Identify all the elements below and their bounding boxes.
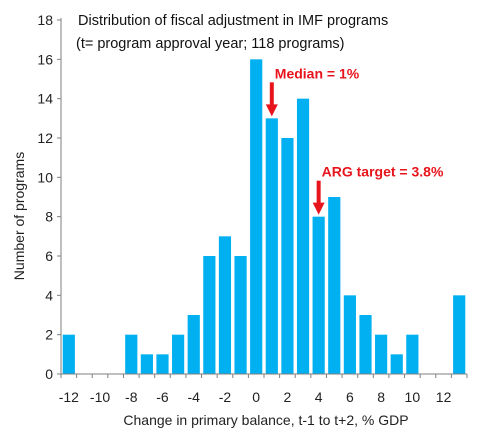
bar--2 [218,236,232,374]
chart-subtitle: (t= program approval year; 118 programs) [76,36,345,52]
x-tick-label: 8 [377,389,385,405]
x-tick-label: -10 [90,389,110,405]
bar-3 [296,98,310,375]
y-ticks-group: 0 2 4 6 8 10 12 14 16 18 [37,12,61,382]
annotation-arrowhead [265,104,278,117]
x-tick-label: 4 [315,389,323,405]
y-tick-label: 4 [45,287,53,303]
x-tick-label: -6 [156,389,169,405]
annotations-group: Median = 1% ARG target = 3.8% [265,65,444,215]
bar--8 [125,334,138,374]
bar--3 [203,256,216,374]
y-tick-label: 12 [37,130,53,146]
x-ticks-group: -12 -10 -8 -6 -4 -2 0 2 4 6 8 10 12 [59,374,468,405]
y-tick-label: 14 [37,91,53,107]
x-axis-label: Change in primary balance, t-1 to t+2, %… [123,412,408,428]
x-tick-label: -4 [188,389,201,405]
x-tick-label: 2 [284,389,292,405]
x-tick-label: 10 [405,389,421,405]
y-tick-label: 10 [37,169,53,185]
bars-group [62,59,466,375]
bar--6 [156,354,169,374]
axes-group [60,18,467,375]
bar--5 [172,334,185,374]
bar-1 [265,118,278,374]
bar-0 [250,59,263,374]
bar--7 [140,354,153,374]
y-axis-label: Number of programs [11,152,27,280]
x-tick-label: 0 [252,389,260,405]
y-tick-label: 0 [45,366,53,382]
bar-10 [406,334,419,374]
annotation-label: ARG target = 3.8% [322,164,444,180]
x-tick-label: -2 [219,389,232,405]
bar-8 [375,334,388,374]
y-tick-label: 2 [45,327,53,343]
bar-5 [328,197,341,374]
y-tick-label: 6 [45,248,53,264]
bar-6 [343,295,356,374]
y-tick-label: 8 [45,209,53,225]
bar--12 [62,334,75,374]
x-tick-label: 6 [346,389,354,405]
annotation-arrowhead [312,202,325,215]
x-tick-label: -12 [59,389,79,405]
annotation-label: Median = 1% [275,65,360,81]
x-tick-label: -8 [125,389,138,405]
chart-title: Distribution of fiscal adjustment in IMF… [78,13,388,29]
bar-2 [281,138,294,374]
bar-9 [390,354,403,374]
y-tick-label: 18 [37,12,53,28]
bar-4 [312,216,325,374]
bar--1 [234,256,247,374]
bar-13 [453,295,466,374]
x-tick-label: 12 [436,389,452,405]
bar-7 [359,315,372,374]
y-tick-label: 16 [37,51,53,67]
bar--4 [187,315,200,374]
